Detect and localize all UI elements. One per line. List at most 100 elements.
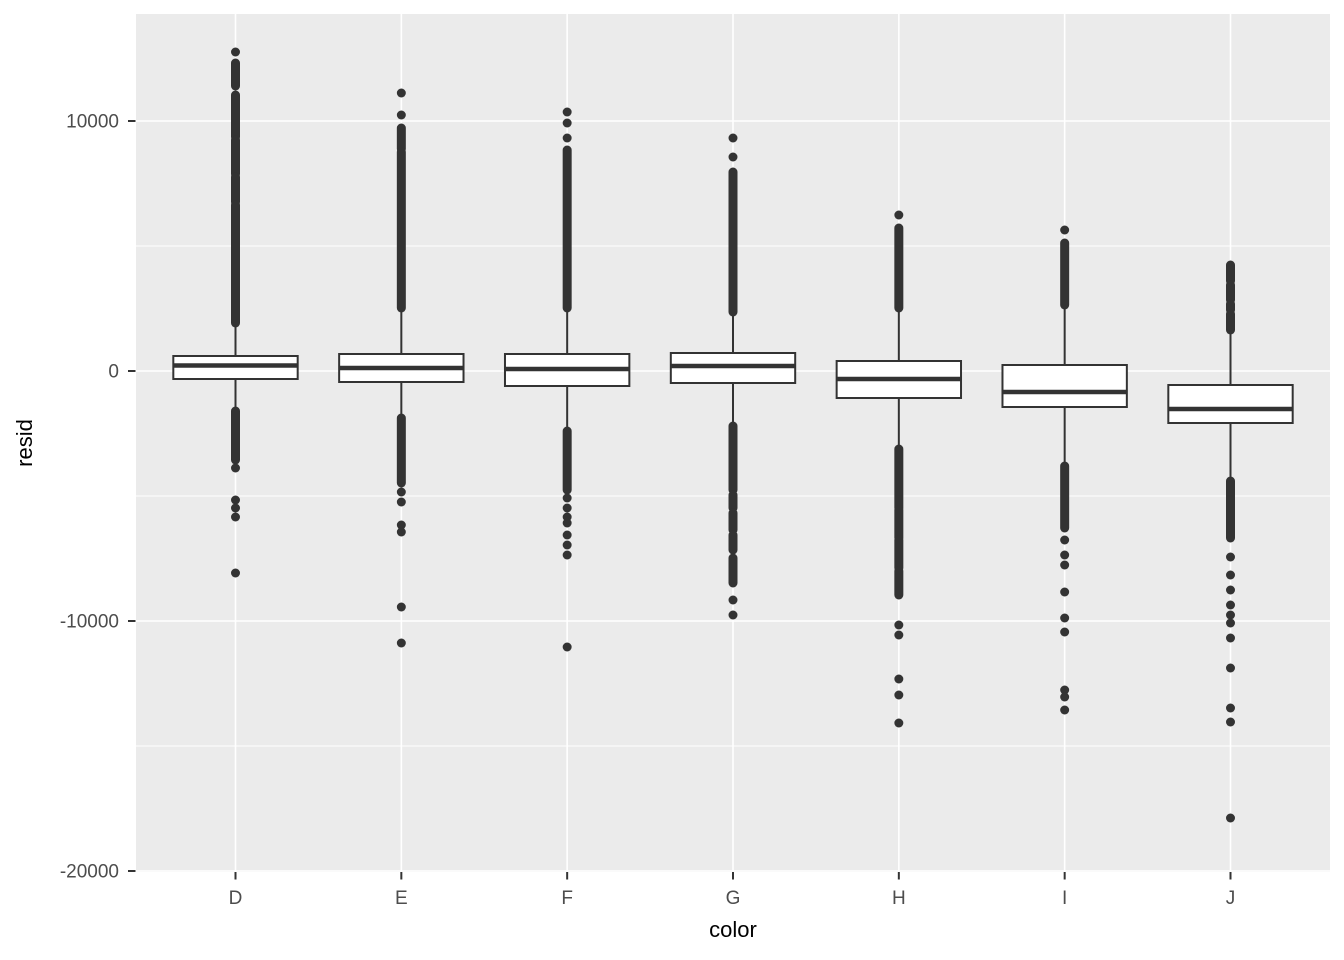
outlier-point xyxy=(728,595,738,605)
outlier-run xyxy=(1226,476,1235,543)
outlier-point xyxy=(231,568,240,578)
outlier-point xyxy=(894,690,904,700)
outlier-run xyxy=(728,421,738,495)
boxplot-G xyxy=(669,133,797,620)
outlier-point xyxy=(231,47,240,57)
y-tick-label: 10000 xyxy=(66,112,119,133)
outlier-point xyxy=(396,527,406,537)
outlier-point xyxy=(1060,705,1070,715)
outlier-point xyxy=(728,152,738,162)
outlier-run xyxy=(231,135,240,179)
outlier-run xyxy=(562,426,572,495)
outlier-point xyxy=(1060,613,1070,623)
outlier-run xyxy=(396,413,406,488)
outlier-point xyxy=(1226,552,1235,562)
outlier-run xyxy=(728,167,738,317)
outlier-run xyxy=(231,200,240,328)
outlier-run xyxy=(231,58,240,91)
boxplot-F xyxy=(503,107,631,652)
box xyxy=(1001,364,1128,408)
boxplot-H xyxy=(835,210,963,728)
outlier-run xyxy=(1226,260,1235,286)
outlier-point xyxy=(396,110,406,120)
outlier-run xyxy=(894,566,904,600)
outlier-run xyxy=(1226,280,1235,305)
outlier-point xyxy=(562,503,572,513)
outlier-run xyxy=(728,530,738,555)
boxplot-E xyxy=(338,88,465,648)
outlier-point xyxy=(894,620,904,630)
outlier-point xyxy=(1226,633,1235,643)
x-axis-title: color xyxy=(709,917,757,942)
x-tick-label: E xyxy=(395,888,408,909)
outlier-run xyxy=(894,223,904,313)
outlier-run xyxy=(231,90,240,142)
y-axis-title: resid xyxy=(12,419,37,467)
x-tick-label: I xyxy=(1062,888,1067,909)
outlier-point xyxy=(1226,663,1235,673)
x-tick-label: D xyxy=(229,888,243,909)
outlier-run xyxy=(728,490,738,513)
outlier-point xyxy=(1060,692,1070,702)
outlier-point xyxy=(1226,585,1235,595)
outlier-point xyxy=(396,88,406,98)
outlier-point xyxy=(1226,703,1235,713)
x-tick-label: G xyxy=(726,888,741,909)
outlier-point xyxy=(1226,570,1235,580)
boxplot-I xyxy=(1001,225,1128,715)
outlier-run xyxy=(562,145,572,313)
outlier-point xyxy=(894,630,904,640)
outlier-point xyxy=(1060,587,1070,597)
outlier-run xyxy=(728,553,738,588)
outlier-point xyxy=(562,118,572,128)
outlier-run xyxy=(894,505,904,543)
outlier-run xyxy=(1060,238,1070,310)
outlier-run xyxy=(396,123,406,154)
outlier-point xyxy=(894,674,904,684)
x-tick-label: J xyxy=(1226,888,1236,909)
outlier-point xyxy=(562,550,572,560)
outlier-run xyxy=(894,535,904,573)
boxplot-J xyxy=(1167,260,1294,823)
outlier-point xyxy=(1060,550,1070,560)
y-tick-label: 0 xyxy=(108,362,119,383)
outlier-point xyxy=(231,503,240,513)
outlier-point xyxy=(1060,535,1070,545)
outlier-point xyxy=(1060,225,1070,235)
x-tick-label: F xyxy=(561,888,573,909)
outlier-point xyxy=(1226,610,1235,620)
outlier-point xyxy=(396,487,406,497)
outlier-point xyxy=(231,495,240,505)
outlier-point xyxy=(1060,627,1070,637)
outlier-point xyxy=(562,133,572,143)
outlier-point xyxy=(728,610,738,620)
outlier-run xyxy=(894,444,904,513)
outlier-point xyxy=(396,497,406,507)
outlier-point xyxy=(894,718,904,728)
outlier-point xyxy=(1226,600,1235,610)
outlier-point xyxy=(1226,813,1235,823)
outlier-point xyxy=(1226,618,1235,628)
outlier-point xyxy=(231,463,240,473)
outlier-point xyxy=(396,638,406,648)
outlier-point xyxy=(396,520,406,530)
outlier-run xyxy=(1060,461,1070,533)
outlier-point xyxy=(728,133,738,143)
outlier-point xyxy=(396,602,406,612)
x-tick-label: H xyxy=(892,888,906,909)
outlier-point xyxy=(562,518,572,528)
outlier-run xyxy=(231,406,240,465)
outlier-run xyxy=(396,147,406,313)
outlier-point xyxy=(562,493,572,503)
outlier-run xyxy=(231,172,240,207)
box xyxy=(1167,384,1294,424)
outlier-point xyxy=(1226,717,1235,727)
outlier-point xyxy=(562,540,572,550)
outlier-point xyxy=(1060,560,1070,570)
outlier-run xyxy=(728,508,738,535)
outlier-point xyxy=(562,642,572,652)
outlier-point xyxy=(894,210,904,220)
outlier-point xyxy=(562,107,572,117)
